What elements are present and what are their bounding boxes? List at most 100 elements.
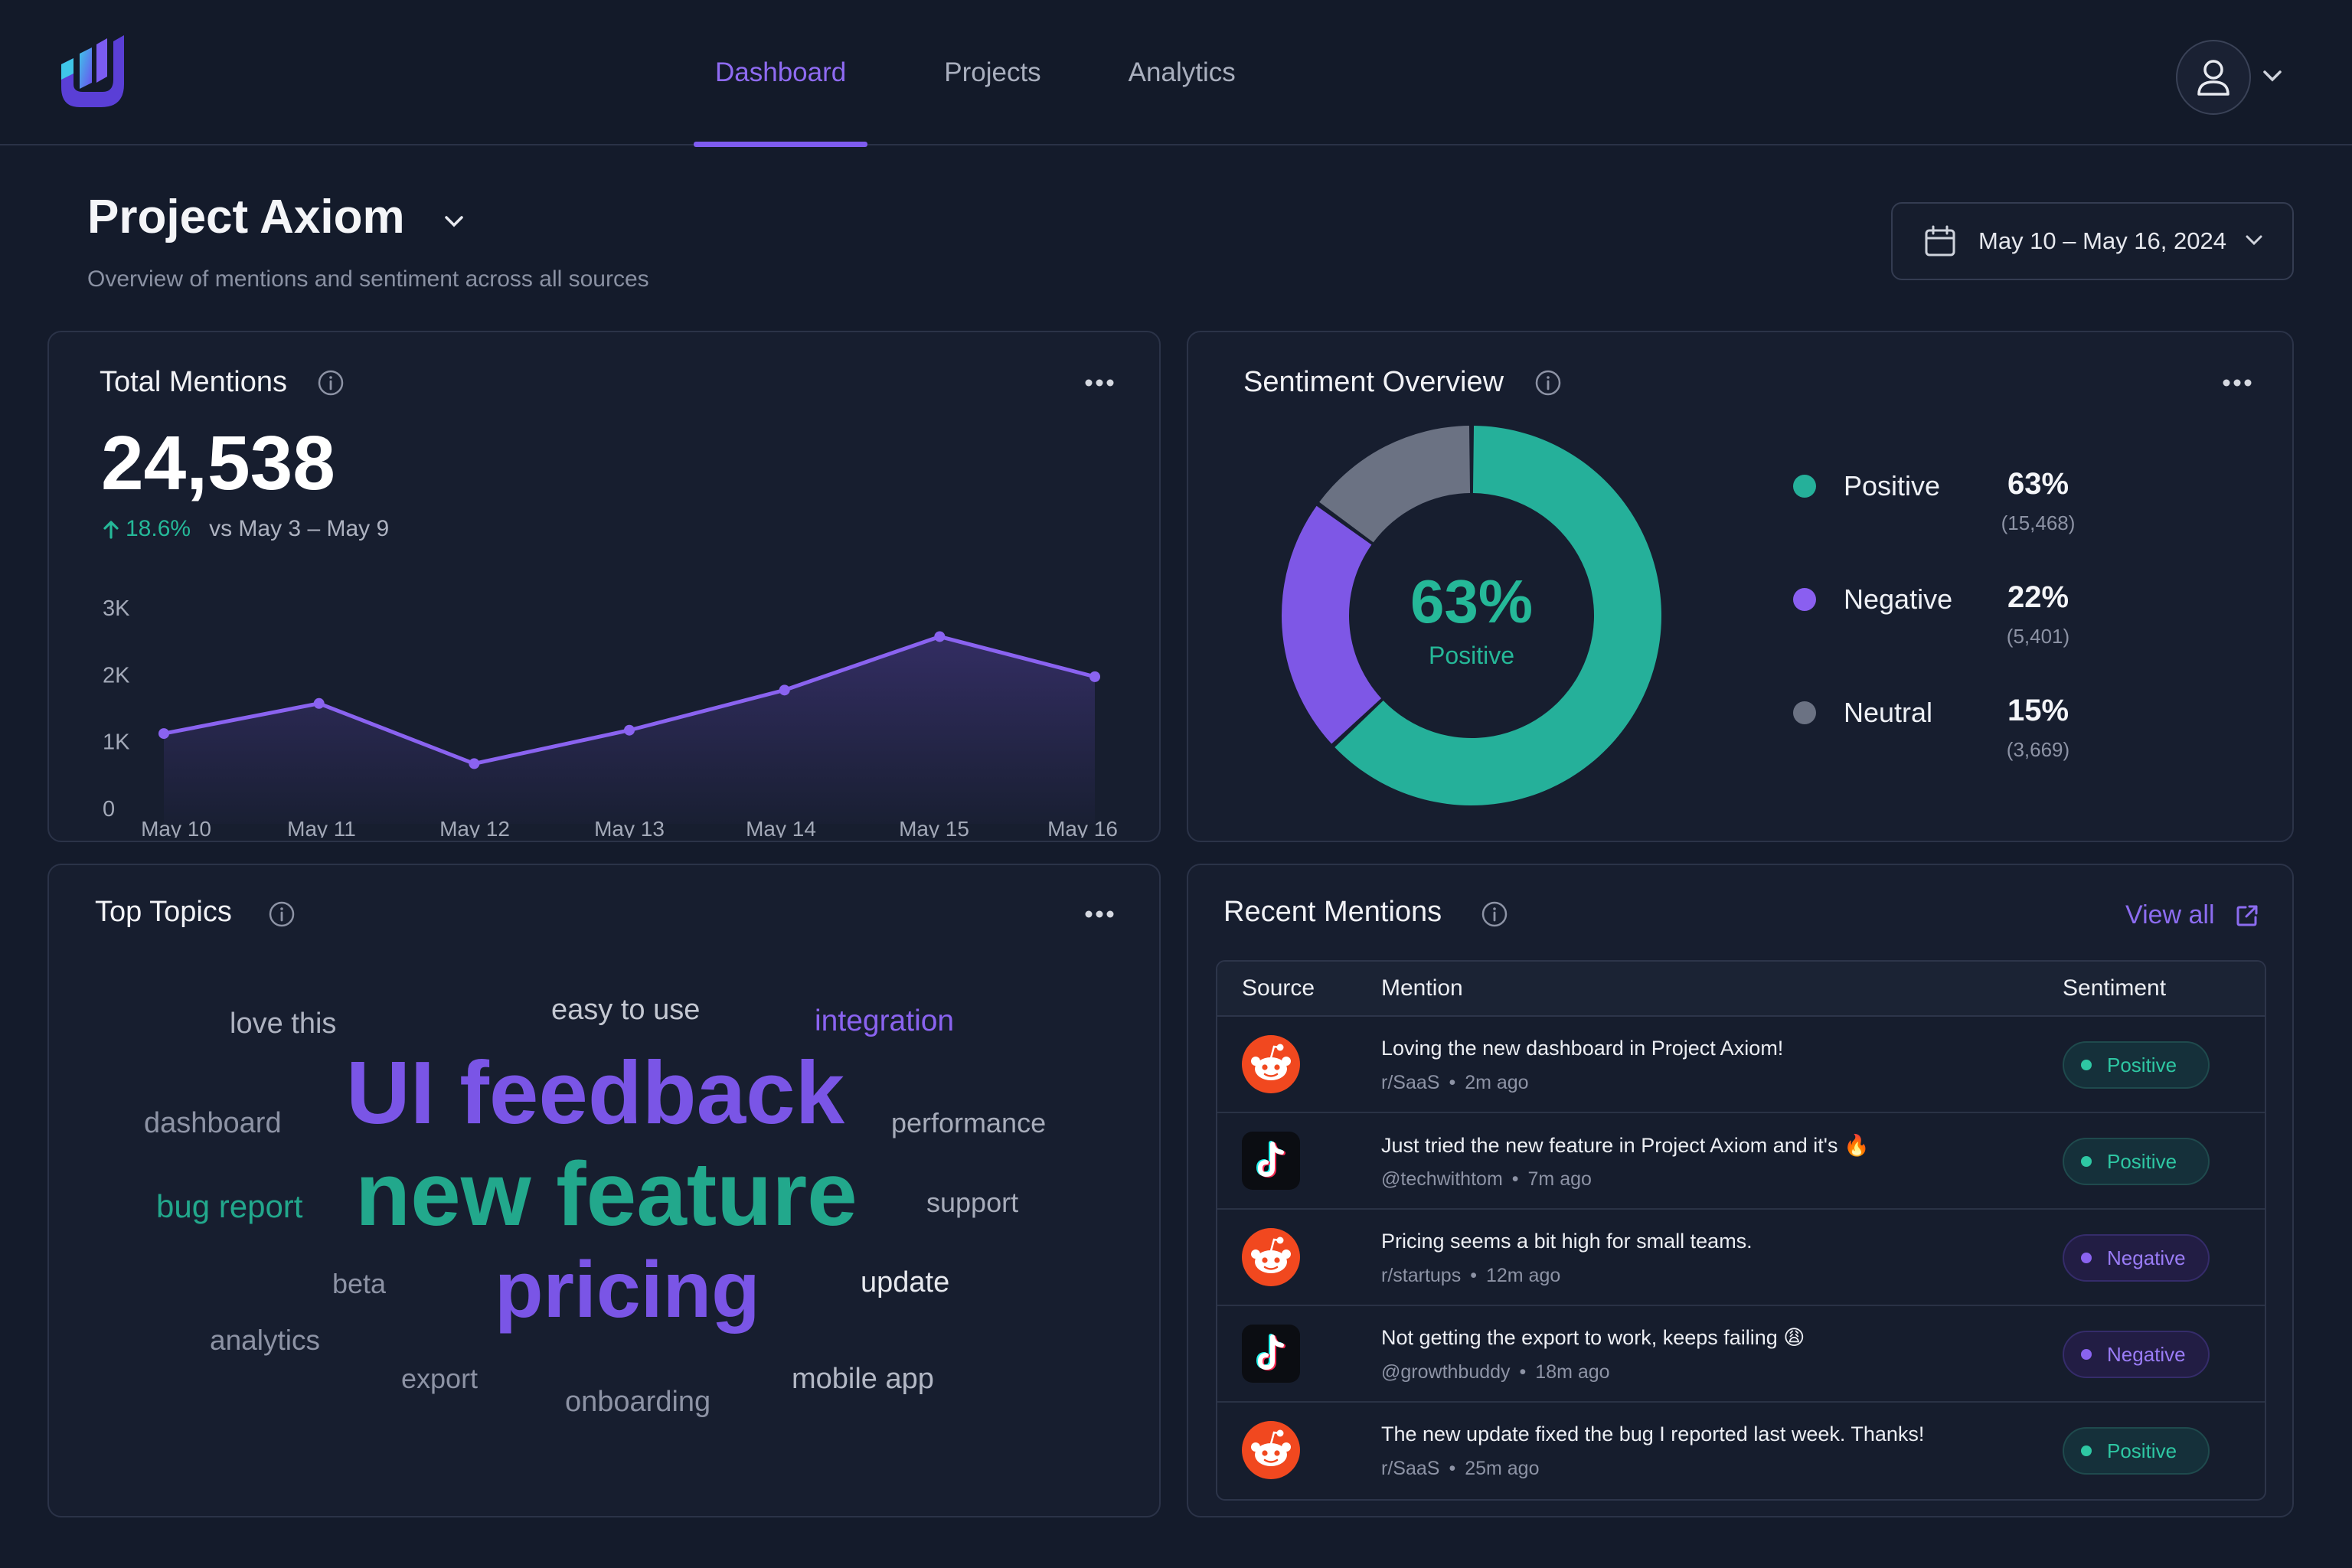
- topic-word[interactable]: support: [926, 1187, 1019, 1218]
- calendar-icon: [1925, 225, 1955, 256]
- donut-slice-neutral[interactable]: [1319, 426, 1471, 543]
- mention-text: Loving the new dashboard in Project Axio…: [1381, 1037, 1784, 1060]
- user-icon: [2197, 60, 2230, 96]
- info-icon[interactable]: [1481, 900, 1508, 928]
- nav-projects[interactable]: Projects: [944, 57, 1041, 87]
- info-icon[interactable]: [1534, 369, 1562, 397]
- y-tick-label: 2K: [103, 663, 130, 688]
- topic-word[interactable]: dashboard: [144, 1107, 282, 1139]
- nav-analytics[interactable]: Analytics: [1128, 57, 1236, 87]
- chart-point[interactable]: [1089, 671, 1100, 682]
- mention-handle[interactable]: r/SaaS: [1381, 1458, 1440, 1479]
- legend-negative: Negative 22% (5,401): [1793, 576, 2161, 660]
- sentiment-label: Negative: [2107, 1342, 2186, 1366]
- topic-word[interactable]: export: [401, 1363, 479, 1394]
- legend-percent: 22%: [2007, 580, 2069, 614]
- column-header-source[interactable]: Source: [1242, 975, 1315, 1001]
- mention-time: 7m ago: [1527, 1168, 1592, 1190]
- topic-word[interactable]: analytics: [210, 1325, 320, 1356]
- more-options-icon[interactable]: [1084, 910, 1115, 919]
- topic-word[interactable]: love this: [230, 1008, 337, 1040]
- donut-slice-positive[interactable]: [1334, 426, 1661, 805]
- legend-count: (5,401): [2006, 625, 2070, 648]
- mention-meta: r/SaaS • 25m ago: [1381, 1458, 1540, 1479]
- more-options-icon[interactable]: [1084, 378, 1115, 387]
- nav-dashboard[interactable]: Dashboard: [693, 0, 868, 147]
- page-subtitle: Overview of mentions and sentiment acros…: [87, 266, 649, 292]
- main-nav: Dashboard Projects Analytics: [693, 0, 1236, 147]
- delta-percent: 18.6%: [126, 516, 191, 541]
- legend-label: Neutral: [1844, 697, 1933, 728]
- mention-text: The new update fixed the bug I reported …: [1381, 1423, 1925, 1446]
- legend-positive: Positive 63% (15,468): [1793, 462, 2161, 547]
- sentiment-label: Positive: [2107, 1149, 2177, 1173]
- y-tick-label: 0: [103, 797, 115, 822]
- top-topics-card: Top Topics love this easy to use integra…: [47, 864, 1161, 1517]
- chart-point[interactable]: [313, 697, 325, 709]
- info-icon[interactable]: [268, 900, 296, 928]
- legend-label: Positive: [1844, 470, 1941, 501]
- mentions-delta: 18.6% vs May 3 – May 9: [101, 516, 389, 542]
- mention-meta: @growthbuddy • 18m ago: [1381, 1361, 1610, 1383]
- legend-count: (3,669): [2006, 738, 2070, 761]
- legend-neutral: Neutral 15% (3,669): [1793, 689, 2161, 773]
- x-tick-label: May 11: [287, 817, 356, 838]
- mention-text: Not getting the export to work, keeps fa…: [1381, 1326, 1805, 1349]
- mention-handle[interactable]: @growthbuddy: [1381, 1361, 1511, 1383]
- topic-word[interactable]: performance: [891, 1107, 1047, 1138]
- sentiment-badge: Positive: [2063, 1427, 2210, 1475]
- reddit-icon: [1242, 1421, 1300, 1479]
- table-row[interactable]: Pricing seems a bit high for small teams…: [1217, 1210, 2265, 1306]
- mention-meta: @techwithtom • 7m ago: [1381, 1168, 1592, 1190]
- view-all-link[interactable]: View all: [2125, 900, 2259, 930]
- chart-point[interactable]: [624, 724, 635, 736]
- topic-word[interactable]: update: [861, 1266, 950, 1298]
- chart-point[interactable]: [934, 631, 946, 642]
- x-tick-label: May 16: [1047, 817, 1118, 838]
- topic-word[interactable]: easy to use: [551, 994, 701, 1026]
- positive-dot: [1793, 475, 1816, 498]
- mention-text: Just tried the new feature in Project Ax…: [1381, 1134, 1870, 1157]
- mention-handle[interactable]: r/startups: [1381, 1265, 1462, 1286]
- arrow-up-icon: [103, 521, 119, 539]
- chart-point[interactable]: [469, 758, 480, 769]
- x-tick-label: May 14: [746, 817, 816, 838]
- date-range-picker[interactable]: May 10 – May 16, 2024: [1891, 202, 2294, 280]
- column-header-sentiment[interactable]: Sentiment: [2063, 975, 2167, 1001]
- table-row[interactable]: Not getting the export to work, keeps fa…: [1217, 1306, 2265, 1403]
- table-row[interactable]: Loving the new dashboard in Project Axio…: [1217, 1017, 2265, 1113]
- app-logo-icon[interactable]: [57, 31, 130, 112]
- sentiment-donut: 63% Positive: [1280, 424, 1663, 807]
- page-title: Project Axiom: [87, 191, 405, 243]
- x-tick-label: May 15: [899, 817, 969, 838]
- topic-word[interactable]: UI feedback: [346, 1043, 845, 1142]
- info-icon[interactable]: [317, 369, 345, 397]
- column-header-mention[interactable]: Mention: [1381, 975, 1463, 1001]
- topic-word[interactable]: onboarding: [565, 1386, 711, 1418]
- topic-word[interactable]: integration: [815, 1004, 955, 1037]
- more-options-icon[interactable]: [2222, 378, 2252, 387]
- mentions-table: Source Mention Sentiment Loving the new …: [1216, 960, 2266, 1501]
- table-row[interactable]: Just tried the new feature in Project Ax…: [1217, 1113, 2265, 1210]
- topic-word[interactable]: beta: [332, 1268, 387, 1299]
- topic-word[interactable]: pricing: [495, 1246, 760, 1334]
- chart-point[interactable]: [779, 684, 790, 696]
- donut-slice-negative[interactable]: [1282, 505, 1382, 744]
- user-avatar-button[interactable]: [2176, 40, 2251, 115]
- mention-handle[interactable]: r/SaaS: [1381, 1072, 1440, 1093]
- chart-point[interactable]: [158, 728, 169, 740]
- table-header: Source Mention Sentiment: [1217, 962, 2265, 1017]
- project-switcher-chevron-icon[interactable]: [441, 212, 467, 232]
- mention-meta: r/SaaS • 2m ago: [1381, 1072, 1529, 1093]
- sentiment-badge: Positive: [2063, 1138, 2210, 1185]
- topic-word[interactable]: bug report: [156, 1188, 303, 1224]
- topic-word[interactable]: mobile app: [792, 1363, 934, 1395]
- top-nav-bar: Dashboard Projects Analytics: [0, 0, 2352, 147]
- mentions-area-chart: 0 1K 2K 3K May 10 May 11 May 12 May 13 May 14 Ma…: [103, 596, 1118, 838]
- table-row[interactable]: The new update fixed the bug I reported …: [1217, 1403, 2265, 1499]
- account-chevron-down-icon[interactable]: [2260, 67, 2285, 86]
- mention-handle[interactable]: @techwithtom: [1381, 1168, 1503, 1190]
- total-mentions-value: 24,538: [101, 420, 335, 506]
- topic-word[interactable]: new feature: [355, 1144, 858, 1245]
- card-title: Top Topics: [95, 896, 232, 928]
